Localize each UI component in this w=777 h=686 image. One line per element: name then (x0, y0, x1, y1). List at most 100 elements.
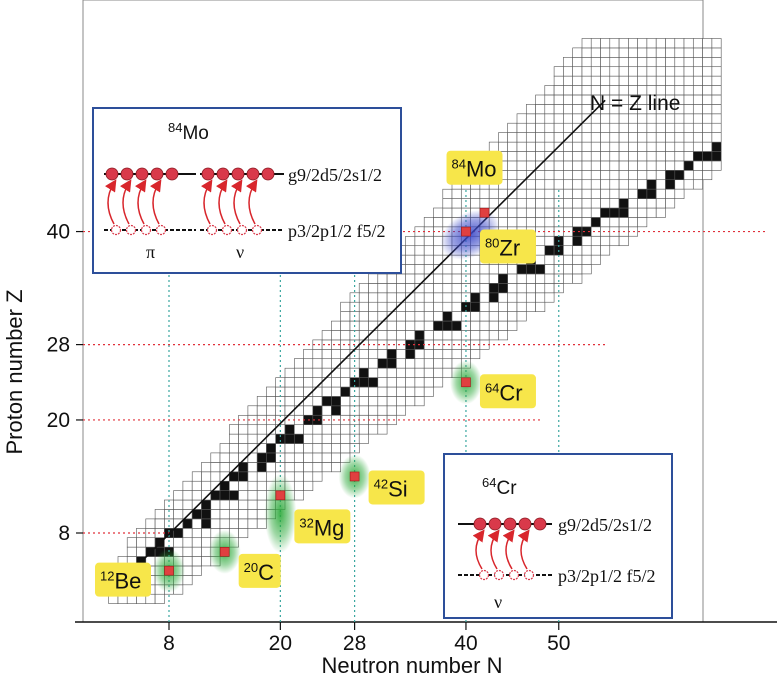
nucleus-cell (154, 509, 165, 520)
nucleus-cell (572, 141, 583, 152)
nucleus-cell (321, 433, 332, 444)
nucleus-cell (702, 113, 713, 124)
excitation-arrow (215, 179, 228, 225)
nucleus-cell (563, 254, 573, 265)
nucleus-cell (600, 198, 611, 209)
nucleus-cell (470, 330, 481, 341)
nucleus-cell (544, 160, 555, 171)
nucleus-cell (683, 151, 694, 162)
nucleus-cell (581, 56, 592, 68)
nucleus-cell (646, 56, 657, 68)
nucleus-cell (488, 264, 499, 275)
nucleus-cell (405, 377, 416, 388)
nucleus-cell (674, 66, 685, 77)
nucleus-cell (572, 94, 583, 105)
nucleus-cell (702, 170, 713, 181)
nucleus-cell (711, 94, 722, 105)
inset-84mo-particles (104, 167, 275, 236)
nucleus-cell (293, 452, 304, 463)
nucleus-cell (433, 348, 444, 360)
nucleus-cell (377, 330, 388, 341)
nucleus-cell (609, 188, 620, 199)
stable-nucleus-cell (674, 170, 685, 181)
nucleus-cell (655, 160, 666, 171)
nucleus-cell (405, 245, 416, 256)
particle-filled (231, 167, 245, 181)
nucleus-cell (572, 113, 583, 124)
nucleus-cell (479, 198, 490, 209)
nucleus-cell (692, 85, 703, 96)
nucleus-cell (553, 85, 564, 96)
nucleus-cell (590, 141, 601, 152)
nucleus-cell (229, 518, 239, 529)
nucleus-cell (628, 66, 638, 77)
nucleus-cell (451, 283, 462, 294)
nucleus-cell (377, 424, 388, 435)
stable-nucleus-cell (692, 151, 703, 162)
nucleus-cell (525, 283, 536, 294)
nucleus-cell (312, 462, 323, 473)
nucleus-cell (442, 301, 453, 312)
stable-nucleus-cell (219, 490, 230, 501)
nucleus-cell (525, 198, 536, 209)
nucleus-cell (312, 452, 323, 463)
x-tick-label-20: 20 (269, 632, 292, 655)
nucleus-cell (544, 104, 555, 115)
nucleus-cell (507, 311, 518, 322)
nucleus-cell (711, 66, 722, 77)
nucleus-cell (433, 273, 444, 284)
nucleus-cell (563, 66, 573, 77)
nucleus-cell (646, 141, 657, 152)
nucleus-cell (451, 348, 462, 360)
nucleus-cell (544, 170, 555, 181)
nucleus-cell (340, 301, 351, 312)
nucleus-cell (702, 160, 713, 171)
nucleus-cell (507, 273, 518, 284)
particle-filled (165, 167, 179, 181)
nucleus-cell (256, 405, 267, 416)
nucleus-cell (507, 170, 518, 181)
nucleus-cell (238, 509, 249, 520)
nucleus-cell (683, 56, 694, 68)
nucleus-cell (321, 452, 332, 463)
nucleus-cell (229, 443, 239, 454)
nucleus-cell (377, 283, 388, 294)
nucleus-cell (516, 151, 527, 162)
nucleus-cell (609, 75, 620, 86)
stable-nucleus-cell (331, 405, 341, 416)
nucleus-cell (665, 122, 676, 133)
nucleus-cell (498, 292, 508, 303)
nucleus-cell (516, 113, 527, 124)
nucleus-cell (293, 480, 304, 491)
nucleus-cell (358, 311, 369, 322)
nucleus-cell (340, 396, 351, 407)
nucleus-cell (525, 141, 536, 152)
nucleus-cell (414, 245, 425, 256)
nucleus-cell (628, 207, 638, 218)
nucleus-cell (563, 151, 573, 162)
nucleus-cell (266, 405, 276, 416)
nucleus-cell (600, 75, 611, 86)
nucleus-cell (479, 320, 490, 331)
nucleus-cell (665, 38, 676, 49)
nucleus-cell (358, 424, 369, 435)
nucleus-cell (544, 292, 555, 303)
nucleus-cell (535, 292, 546, 303)
nucleus-cell (655, 198, 666, 209)
nucleus-cell (340, 320, 351, 331)
nucleus-cell (414, 236, 425, 247)
nucleus-cell (433, 367, 444, 378)
inset-64cr-upper-orbitals: g9/2d5/2s1/2 (558, 515, 652, 535)
nucleus-cell (609, 170, 620, 181)
hole-empty (206, 224, 218, 236)
stable-nucleus-cell (433, 320, 444, 331)
hole-empty (236, 224, 248, 236)
nucleus-cell (284, 452, 295, 463)
nucleus-cell (692, 170, 703, 181)
nucleus-cell (618, 170, 629, 181)
nucleus-cell (293, 462, 304, 473)
nucleus-cell (451, 330, 462, 341)
nucleus-cell (470, 320, 481, 331)
nucleus-cell (368, 396, 379, 407)
nucleus-cell (544, 141, 555, 152)
